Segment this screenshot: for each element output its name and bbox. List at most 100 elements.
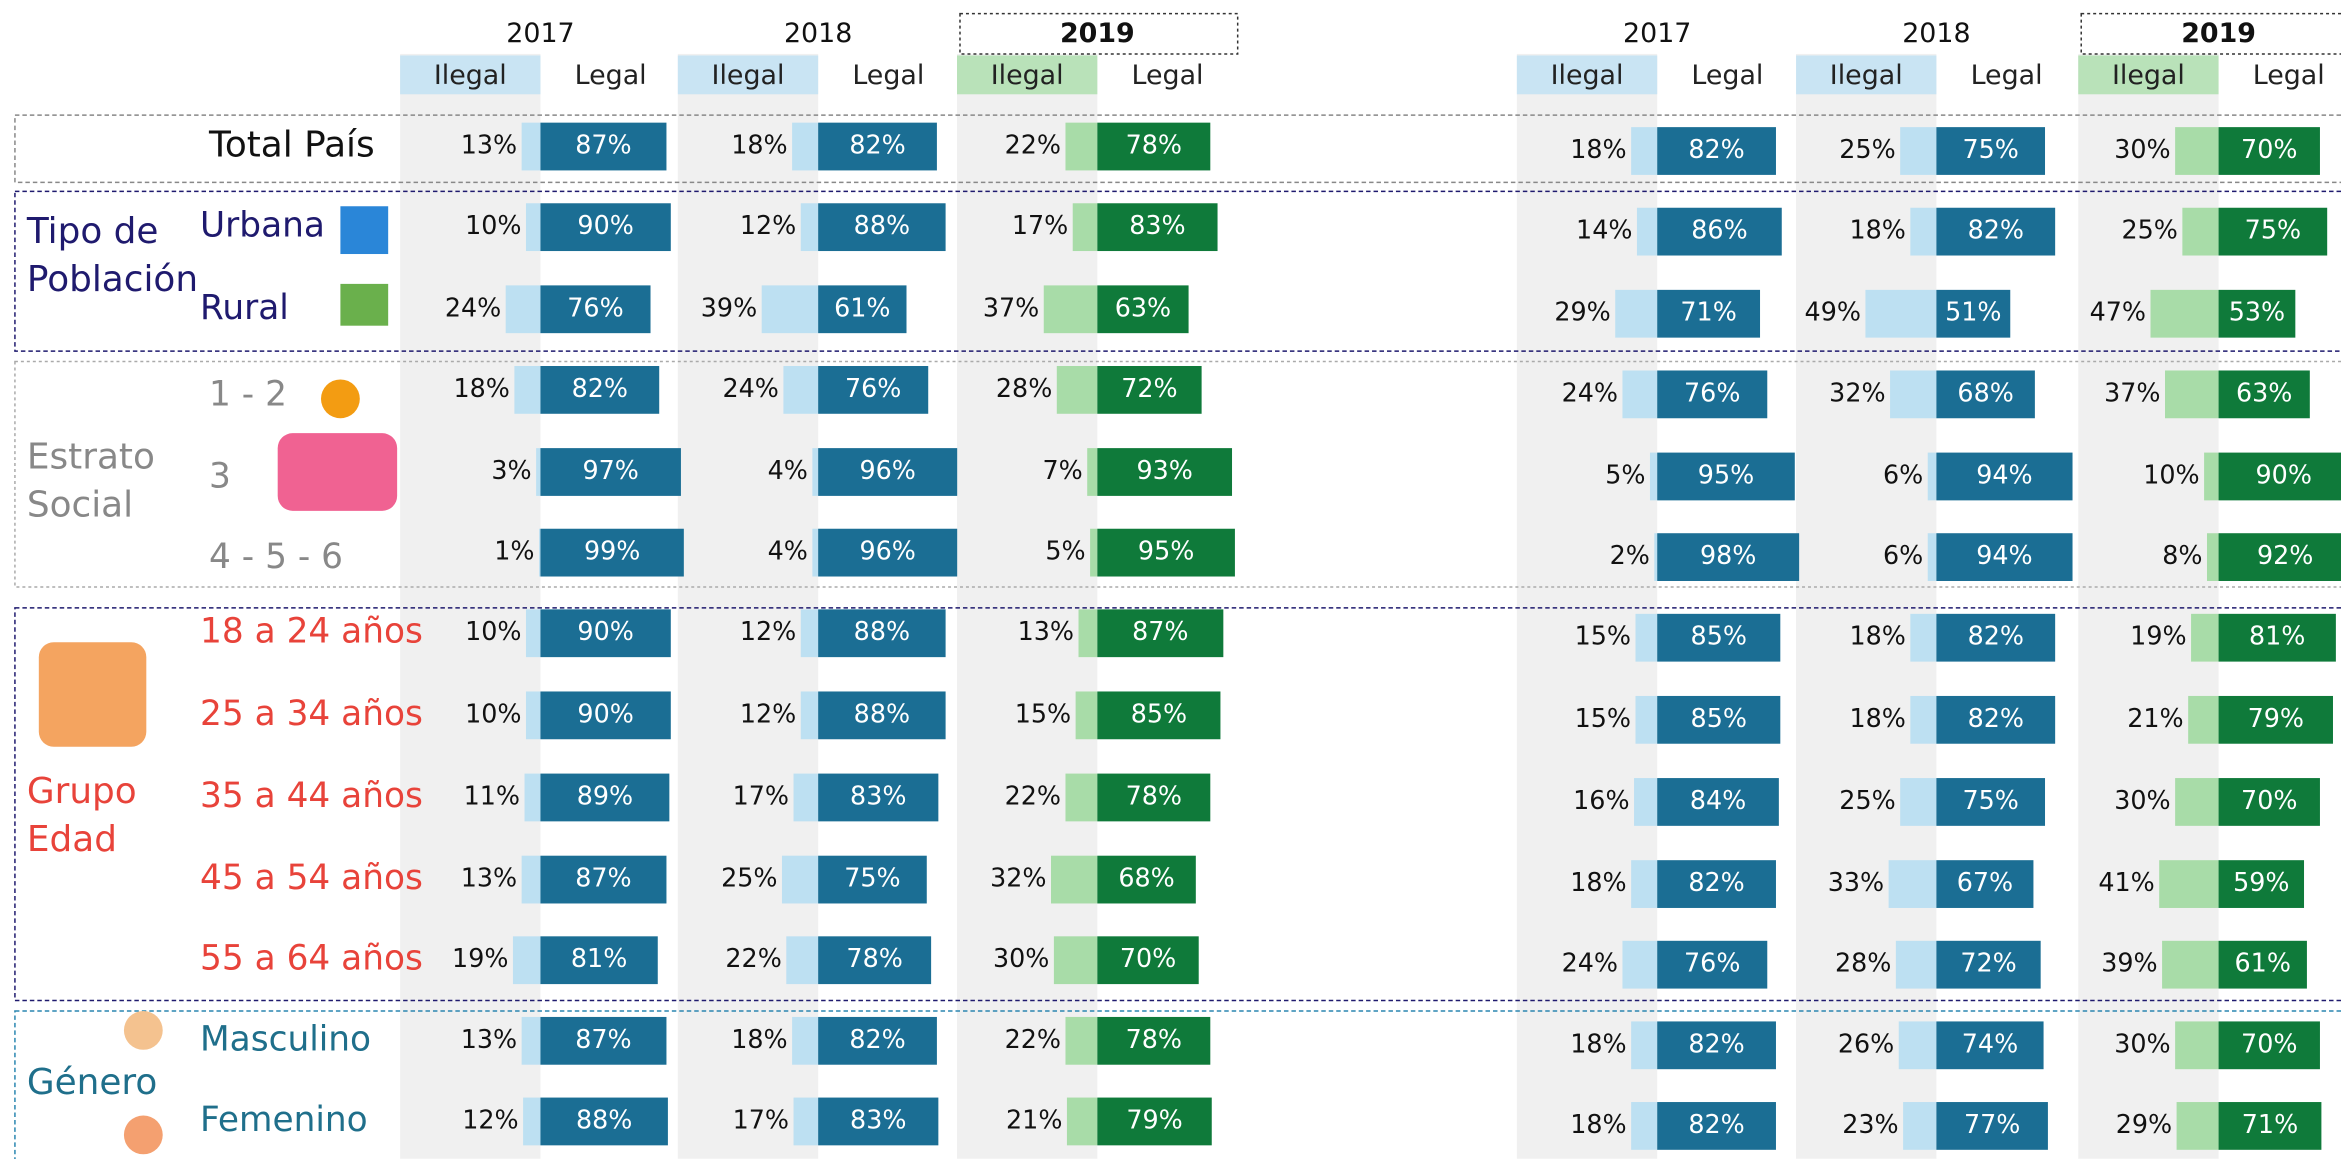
value-label-legal: 59% xyxy=(2233,867,2289,897)
group-label: Género xyxy=(27,1062,157,1103)
value-label-legal: 82% xyxy=(849,1024,905,1054)
value-label-legal: 81% xyxy=(571,943,627,973)
value-label-legal: 82% xyxy=(1968,703,2024,733)
bar-ilegal xyxy=(1631,1021,1657,1069)
row-label: 35 a 44 años xyxy=(200,776,423,816)
header-ilegal: Ilegal xyxy=(712,60,785,91)
bar-ilegal xyxy=(526,203,540,251)
value-label-legal: 75% xyxy=(2245,215,2301,245)
value-label-ilegal: 47% xyxy=(2090,297,2146,327)
value-label-legal: 85% xyxy=(1691,621,1747,651)
bar-ilegal xyxy=(1073,203,1098,251)
bar-ilegal xyxy=(2175,127,2218,175)
bar-ilegal xyxy=(1910,696,1936,744)
value-label-legal: 94% xyxy=(1976,540,2032,570)
value-label-legal: 72% xyxy=(1121,373,1177,403)
value-label-ilegal: 26% xyxy=(1838,1028,1894,1058)
value-label-legal: 88% xyxy=(854,698,910,728)
value-label-ilegal: 24% xyxy=(1562,377,1618,407)
value-label-legal: 88% xyxy=(854,210,910,240)
value-label-legal: 68% xyxy=(1957,377,2013,407)
bar-ilegal xyxy=(812,448,818,496)
bar-ilegal xyxy=(1650,453,1657,501)
bar-ilegal xyxy=(1054,936,1097,984)
value-label-ilegal: 7% xyxy=(1042,455,1082,485)
value-label-legal: 90% xyxy=(577,616,633,646)
value-label-legal: 63% xyxy=(2236,377,2292,407)
value-label-legal: 83% xyxy=(850,1104,906,1134)
value-label-legal: 82% xyxy=(1968,215,2024,245)
value-label-ilegal: 18% xyxy=(731,130,787,160)
value-label-ilegal: 25% xyxy=(721,863,777,893)
group-label: Grupo xyxy=(27,771,137,812)
bar-ilegal xyxy=(2191,614,2219,662)
year-label: 2018 xyxy=(1902,18,1970,49)
bar-ilegal xyxy=(2175,778,2218,826)
bar-ilegal xyxy=(792,123,818,171)
value-label-ilegal: 29% xyxy=(1554,297,1610,327)
value-label-ilegal: 49% xyxy=(1805,297,1861,327)
icon-family xyxy=(39,642,146,747)
group-label: Población xyxy=(27,259,198,300)
bar-ilegal xyxy=(1087,448,1097,496)
value-label-ilegal: 18% xyxy=(1849,703,1905,733)
value-label-legal: 76% xyxy=(1684,377,1740,407)
bar-ilegal xyxy=(801,609,818,657)
value-label-ilegal: 4% xyxy=(768,455,808,485)
bar-ilegal xyxy=(2182,208,2218,256)
value-label-ilegal: 15% xyxy=(1575,621,1631,651)
year-label: 2019 xyxy=(1060,18,1135,49)
value-label-ilegal: 37% xyxy=(983,292,1039,322)
bar-ilegal xyxy=(2204,453,2218,501)
bar-ilegal xyxy=(1896,941,1937,989)
bar-ilegal xyxy=(2188,696,2218,744)
header-legal: Legal xyxy=(1971,60,2043,91)
value-label-ilegal: 8% xyxy=(2162,540,2202,570)
bar-ilegal xyxy=(1635,614,1657,662)
bar-ilegal xyxy=(522,1017,541,1065)
bar-ilegal xyxy=(1090,529,1097,577)
value-label-legal: 67% xyxy=(1957,867,2013,897)
header-ilegal: Ilegal xyxy=(991,60,1064,91)
bar-ilegal xyxy=(536,448,540,496)
value-label-legal: 74% xyxy=(1962,1028,2018,1058)
value-label-ilegal: 6% xyxy=(1883,540,1923,570)
value-label-legal: 98% xyxy=(1700,540,1756,570)
value-label-legal: 71% xyxy=(2242,1109,2298,1139)
row-label: 3 xyxy=(209,456,231,496)
year-label: 2019 xyxy=(2181,18,2256,49)
value-label-legal: 81% xyxy=(2249,621,2305,651)
bar-ilegal xyxy=(1057,366,1098,414)
row-label: 25 a 34 años xyxy=(200,694,423,734)
bar-ilegal xyxy=(1065,774,1097,822)
bar-ilegal xyxy=(783,366,818,414)
bar-ilegal xyxy=(1637,208,1657,256)
value-label-ilegal: 25% xyxy=(1839,785,1895,815)
bar-ilegal xyxy=(1635,696,1657,744)
value-label-legal: 78% xyxy=(1126,1024,1182,1054)
value-label-legal: 87% xyxy=(575,863,631,893)
bar-ilegal xyxy=(2207,533,2219,581)
value-label-legal: 82% xyxy=(1968,621,2024,651)
bar-ilegal xyxy=(1890,370,1936,418)
bar-ilegal xyxy=(539,529,540,577)
value-label-ilegal: 28% xyxy=(1835,948,1891,978)
value-label-ilegal: 22% xyxy=(1005,780,1061,810)
value-label-legal: 82% xyxy=(849,130,905,160)
bar-ilegal xyxy=(523,1098,540,1146)
bar-ilegal xyxy=(786,936,818,984)
value-label-legal: 75% xyxy=(844,863,900,893)
row-label: 1 - 2 xyxy=(209,374,287,414)
row-label: Total País xyxy=(208,125,375,166)
value-label-legal: 79% xyxy=(2248,703,2304,733)
group-label: Estrato xyxy=(27,437,155,478)
row-label: 18 a 24 años xyxy=(200,612,423,652)
value-label-ilegal: 10% xyxy=(465,210,521,240)
value-label-legal: 97% xyxy=(582,455,638,485)
row-label: 4 - 5 - 6 xyxy=(209,537,343,577)
bar-ilegal xyxy=(1928,533,1937,581)
header-legal: Legal xyxy=(852,60,924,91)
row-label: Urbana xyxy=(200,206,325,246)
value-label-legal: 61% xyxy=(834,292,890,322)
value-label-ilegal: 16% xyxy=(1573,785,1629,815)
